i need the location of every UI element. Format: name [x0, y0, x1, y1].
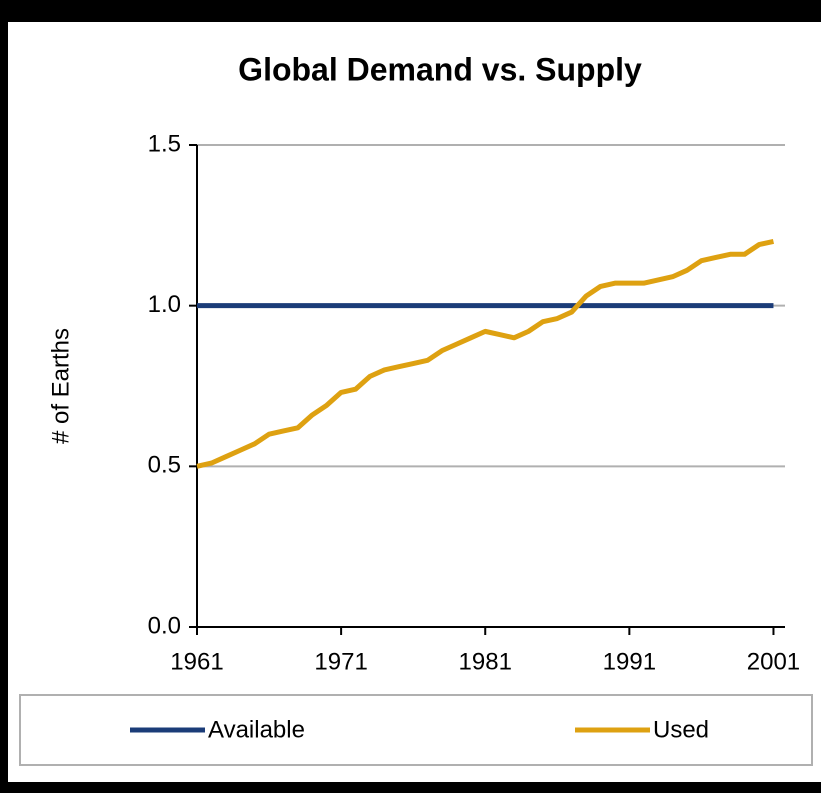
y-tick-label: 0.5 — [148, 452, 181, 479]
legend-label: Available — [208, 716, 305, 743]
x-tick-label: 1981 — [459, 648, 512, 675]
x-tick-label: 2001 — [747, 648, 800, 675]
series-line — [196, 238, 775, 469]
y-tick-label: 1.0 — [148, 291, 181, 318]
chart-title: Global Demand vs. Supply — [238, 51, 642, 87]
chart-background — [8, 22, 821, 782]
x-tick-label: 1991 — [603, 648, 656, 675]
x-tick-label: 1971 — [314, 648, 367, 675]
y-tick-label: 1.5 — [148, 130, 181, 157]
y-tick-label: 0.0 — [148, 612, 181, 639]
legend-label: Used — [653, 716, 709, 743]
y-axis-label: # of Earths — [47, 328, 74, 444]
x-tick-label: 1961 — [170, 648, 223, 675]
